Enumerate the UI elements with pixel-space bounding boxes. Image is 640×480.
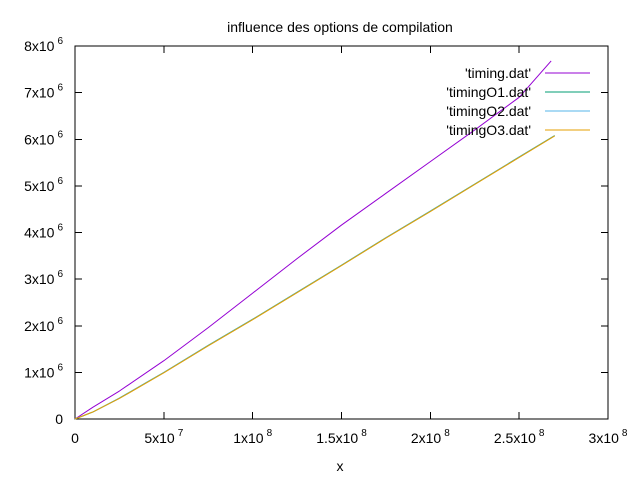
x-tick-label-x-300000000: 3x10 8 (589, 428, 628, 446)
legend-label-timing-dat: 'timing.dat' (465, 65, 531, 81)
x-tick-label-x-150000000: 1.5x10 8 (316, 428, 367, 446)
y-tick-label-y-3000000: 3x10 6 (24, 269, 63, 287)
y-tick-label-y-8000000: 8x10 6 (24, 36, 63, 54)
y-tick-label-y-6000000: 6x10 6 (24, 129, 63, 147)
y-tick-label-y-2000000: 2x10 6 (24, 316, 63, 334)
series-line-timingo3-dat (74, 135, 555, 420)
y-tick-label-y-1000000: 1x10 6 (24, 362, 63, 380)
series-lines (74, 60, 555, 420)
x-axis-ticks: 0 5x10 7 1x10 8 1.5x10 8 2x10 8 2.5x10 8 3x10 8 (71, 46, 628, 446)
x-tick-label-x-50000000: 5x10 7 (144, 428, 183, 446)
y-tick-label-y-4000000: 4x10 6 (24, 223, 63, 241)
y-tick-label-y-5000000: 5x10 6 (24, 176, 63, 194)
legend: 'timing.dat' 'timingO1.dat' 'timingO2.dat'… (446, 65, 590, 138)
legend-label-timingo3-dat: 'timingO3.dat' (446, 122, 531, 138)
x-tick-label-x-100000000: 1x10 8 (233, 428, 272, 446)
x-tick-label-x-200000000: 2x10 8 (411, 428, 450, 446)
x-tick-label-x-250000000: 2.5x10 8 (494, 428, 545, 446)
chart-title: influence des options de compilation (227, 19, 453, 35)
y-tick-label-y-0: 0 (55, 411, 63, 427)
legend-label-timingo1-dat: 'timingO1.dat' (446, 84, 531, 100)
x-tick-label-x-0: 0 (71, 430, 79, 446)
x-axis-label: x (337, 458, 344, 474)
y-axis-ticks: 0 1x10 6 2x10 6 3x10 6 4x10 6 5x10 6 6x10 6 7x10 6 8x10… (24, 36, 608, 427)
legend-label-timingo2-dat: 'timingO2.dat' (446, 103, 531, 119)
y-tick-label-y-7000000: 7x10 6 (24, 83, 63, 101)
series-line-timing-dat (74, 60, 552, 420)
